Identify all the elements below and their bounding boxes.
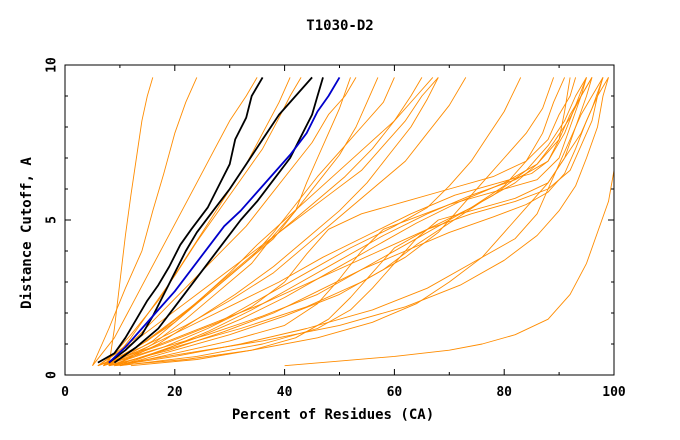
ticks-layer: 0 20 40 60 80 100 0 5 10 — [45, 57, 626, 400]
series-line-12 — [119, 77, 587, 367]
series-line-4 — [108, 76, 341, 364]
x-tick-label: 0 — [61, 385, 69, 400]
series-line-34 — [108, 77, 609, 367]
x-tick-label: 40 — [277, 385, 293, 400]
x-tick-label: 60 — [387, 385, 403, 400]
series-layer — [92, 76, 615, 367]
chart-title: T1030-D2 — [306, 18, 373, 34]
series-line-6 — [92, 77, 198, 366]
series-line-26 — [108, 77, 609, 367]
series-line-31 — [119, 77, 593, 367]
series-line-28 — [103, 77, 423, 367]
series-line-5 — [108, 77, 154, 366]
series-line-16 — [114, 77, 604, 367]
series-line-33 — [114, 77, 439, 367]
y-axis-label: Distance Cutoff, A — [19, 157, 35, 309]
series-line-2 — [108, 76, 313, 364]
series-line-24 — [114, 77, 555, 367]
series-line-17 — [119, 77, 587, 367]
series-line-22 — [97, 77, 357, 367]
series-line-1 — [97, 76, 264, 364]
series-line-11 — [114, 77, 593, 367]
series-line-25 — [103, 77, 571, 367]
x-tick-label: 20 — [167, 385, 183, 400]
x-axis-label: Percent of Residues (CA) — [232, 407, 434, 423]
series-line-7 — [92, 77, 258, 366]
x-tick-label: 100 — [602, 385, 626, 400]
series-line-8 — [97, 77, 439, 367]
x-tick-label: 80 — [496, 385, 512, 400]
series-line-10 — [97, 77, 467, 367]
series-line-18 — [108, 77, 577, 367]
series-line-32 — [103, 77, 291, 366]
y-tick-label: 10 — [45, 57, 60, 73]
series-line-30 — [108, 77, 434, 367]
series-line-14 — [103, 77, 379, 367]
series-line-27 — [114, 77, 351, 367]
y-tick-label: 5 — [45, 216, 60, 224]
series-line-29 — [97, 77, 566, 367]
series-line-23 — [103, 77, 522, 367]
y-tick-label: 0 — [45, 371, 60, 379]
series-line-3 — [113, 77, 324, 364]
